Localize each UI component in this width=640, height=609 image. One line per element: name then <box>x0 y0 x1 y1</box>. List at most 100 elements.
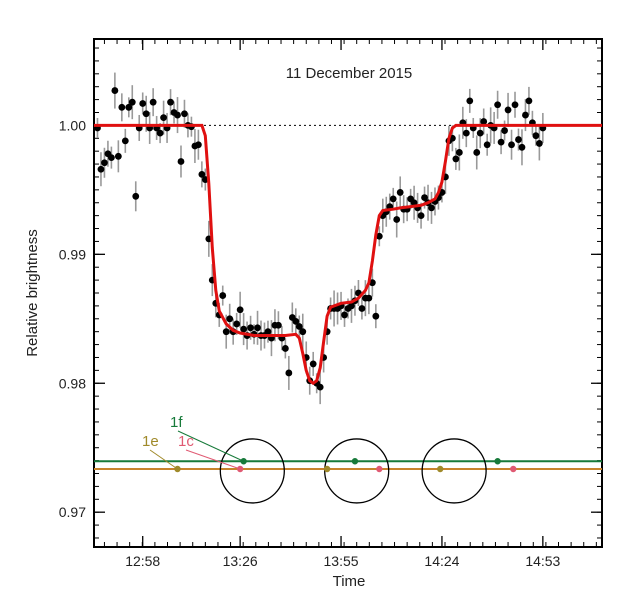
x-tick-label: 13:26 <box>223 553 258 569</box>
star-disk-circle <box>219 438 285 504</box>
planet-1e-marker <box>323 465 331 473</box>
data-point <box>160 114 167 122</box>
data-point <box>316 383 324 391</box>
data-point <box>292 317 300 325</box>
data-point <box>341 311 348 319</box>
x-ticks: 12:58 13:26 13:55 14:24 14:53 <box>125 39 561 569</box>
data-point <box>101 159 108 167</box>
x-tick-label: 13:55 <box>324 553 359 569</box>
star-disk-circles <box>219 438 487 504</box>
data-point <box>365 294 373 302</box>
data-point <box>348 302 355 310</box>
data-point <box>299 328 307 336</box>
data-point <box>375 232 383 240</box>
data-point <box>428 204 435 212</box>
data-point <box>121 137 129 145</box>
data-point <box>501 127 508 134</box>
data-point <box>494 101 502 109</box>
data-point <box>254 324 261 332</box>
x-axis-label: Time <box>333 573 366 590</box>
data-point <box>226 315 234 323</box>
planet-markers <box>174 458 517 473</box>
minor-ticks <box>94 39 602 547</box>
data-point <box>128 98 136 106</box>
x-tick-label: 12:58 <box>125 553 160 569</box>
y-axis-label: Relative brightness <box>24 229 41 357</box>
data-point <box>114 152 122 160</box>
data-point <box>476 129 484 137</box>
data-point <box>511 101 519 109</box>
data-point <box>167 98 174 106</box>
y-tick-label: 0.97 <box>59 504 86 520</box>
data-point <box>525 97 533 105</box>
data-point <box>518 143 526 151</box>
data-point <box>389 195 397 203</box>
planet-1f-leader <box>177 430 244 462</box>
planet-1c-marker <box>376 465 383 473</box>
planet-labels: 1c 1e 1f <box>142 414 244 470</box>
data-point <box>480 118 488 125</box>
y-tick-label: 1.00 <box>59 117 86 133</box>
data-point <box>233 320 241 328</box>
planet-1f-label: 1f <box>170 414 183 431</box>
data-point <box>139 100 147 107</box>
planet-1f-marker <box>351 458 359 465</box>
chart-title: 11 December 2015 <box>286 65 412 82</box>
data-point <box>532 132 540 140</box>
data-point <box>198 170 206 178</box>
error-bars <box>96 72 544 405</box>
data-point <box>281 345 289 352</box>
data-point <box>111 87 119 94</box>
data-point <box>156 129 164 137</box>
data-point <box>522 111 529 119</box>
data-point <box>504 106 512 114</box>
data-point <box>118 103 126 111</box>
data-point <box>177 158 185 165</box>
data-point <box>181 110 188 118</box>
data-point <box>358 305 366 312</box>
data-point <box>309 360 317 368</box>
data-point <box>497 138 505 146</box>
planet-1f-marker <box>494 458 501 465</box>
data-point <box>219 292 227 299</box>
data-point <box>97 165 105 173</box>
data-point <box>455 149 463 156</box>
data-point <box>275 321 282 329</box>
planet-1e-marker <box>437 465 444 473</box>
star-disk-circle <box>421 438 487 504</box>
planet-1c-label: 1c <box>178 433 194 450</box>
observation-points <box>94 87 547 391</box>
data-point <box>466 97 474 105</box>
data-point <box>396 189 404 196</box>
data-point <box>372 312 380 320</box>
data-point <box>452 155 460 163</box>
x-tick-label: 14:24 <box>424 553 459 569</box>
data-point <box>421 194 428 201</box>
planet-1c-leader <box>185 449 241 470</box>
data-point <box>417 212 425 220</box>
planet-1c-marker <box>510 465 517 473</box>
data-point <box>483 141 491 149</box>
y-tick-label: 0.99 <box>59 246 86 262</box>
data-point <box>149 98 157 106</box>
data-point <box>107 154 115 162</box>
data-point <box>132 192 140 200</box>
data-point <box>142 110 150 118</box>
data-point <box>194 141 202 149</box>
data-point <box>295 323 303 330</box>
data-point <box>285 369 293 377</box>
data-point <box>236 306 244 314</box>
data-point <box>264 328 272 336</box>
data-point <box>240 325 248 333</box>
x-tick-label: 14:53 <box>525 553 560 569</box>
data-point <box>515 136 522 143</box>
data-point <box>247 324 254 332</box>
planet-1e-leader <box>149 449 178 470</box>
data-point <box>462 129 470 137</box>
y-tick-label: 0.98 <box>59 375 86 391</box>
planet-tracks <box>94 460 602 470</box>
data-point <box>174 111 181 119</box>
data-point <box>473 149 481 156</box>
transit-model-curve <box>94 123 602 386</box>
